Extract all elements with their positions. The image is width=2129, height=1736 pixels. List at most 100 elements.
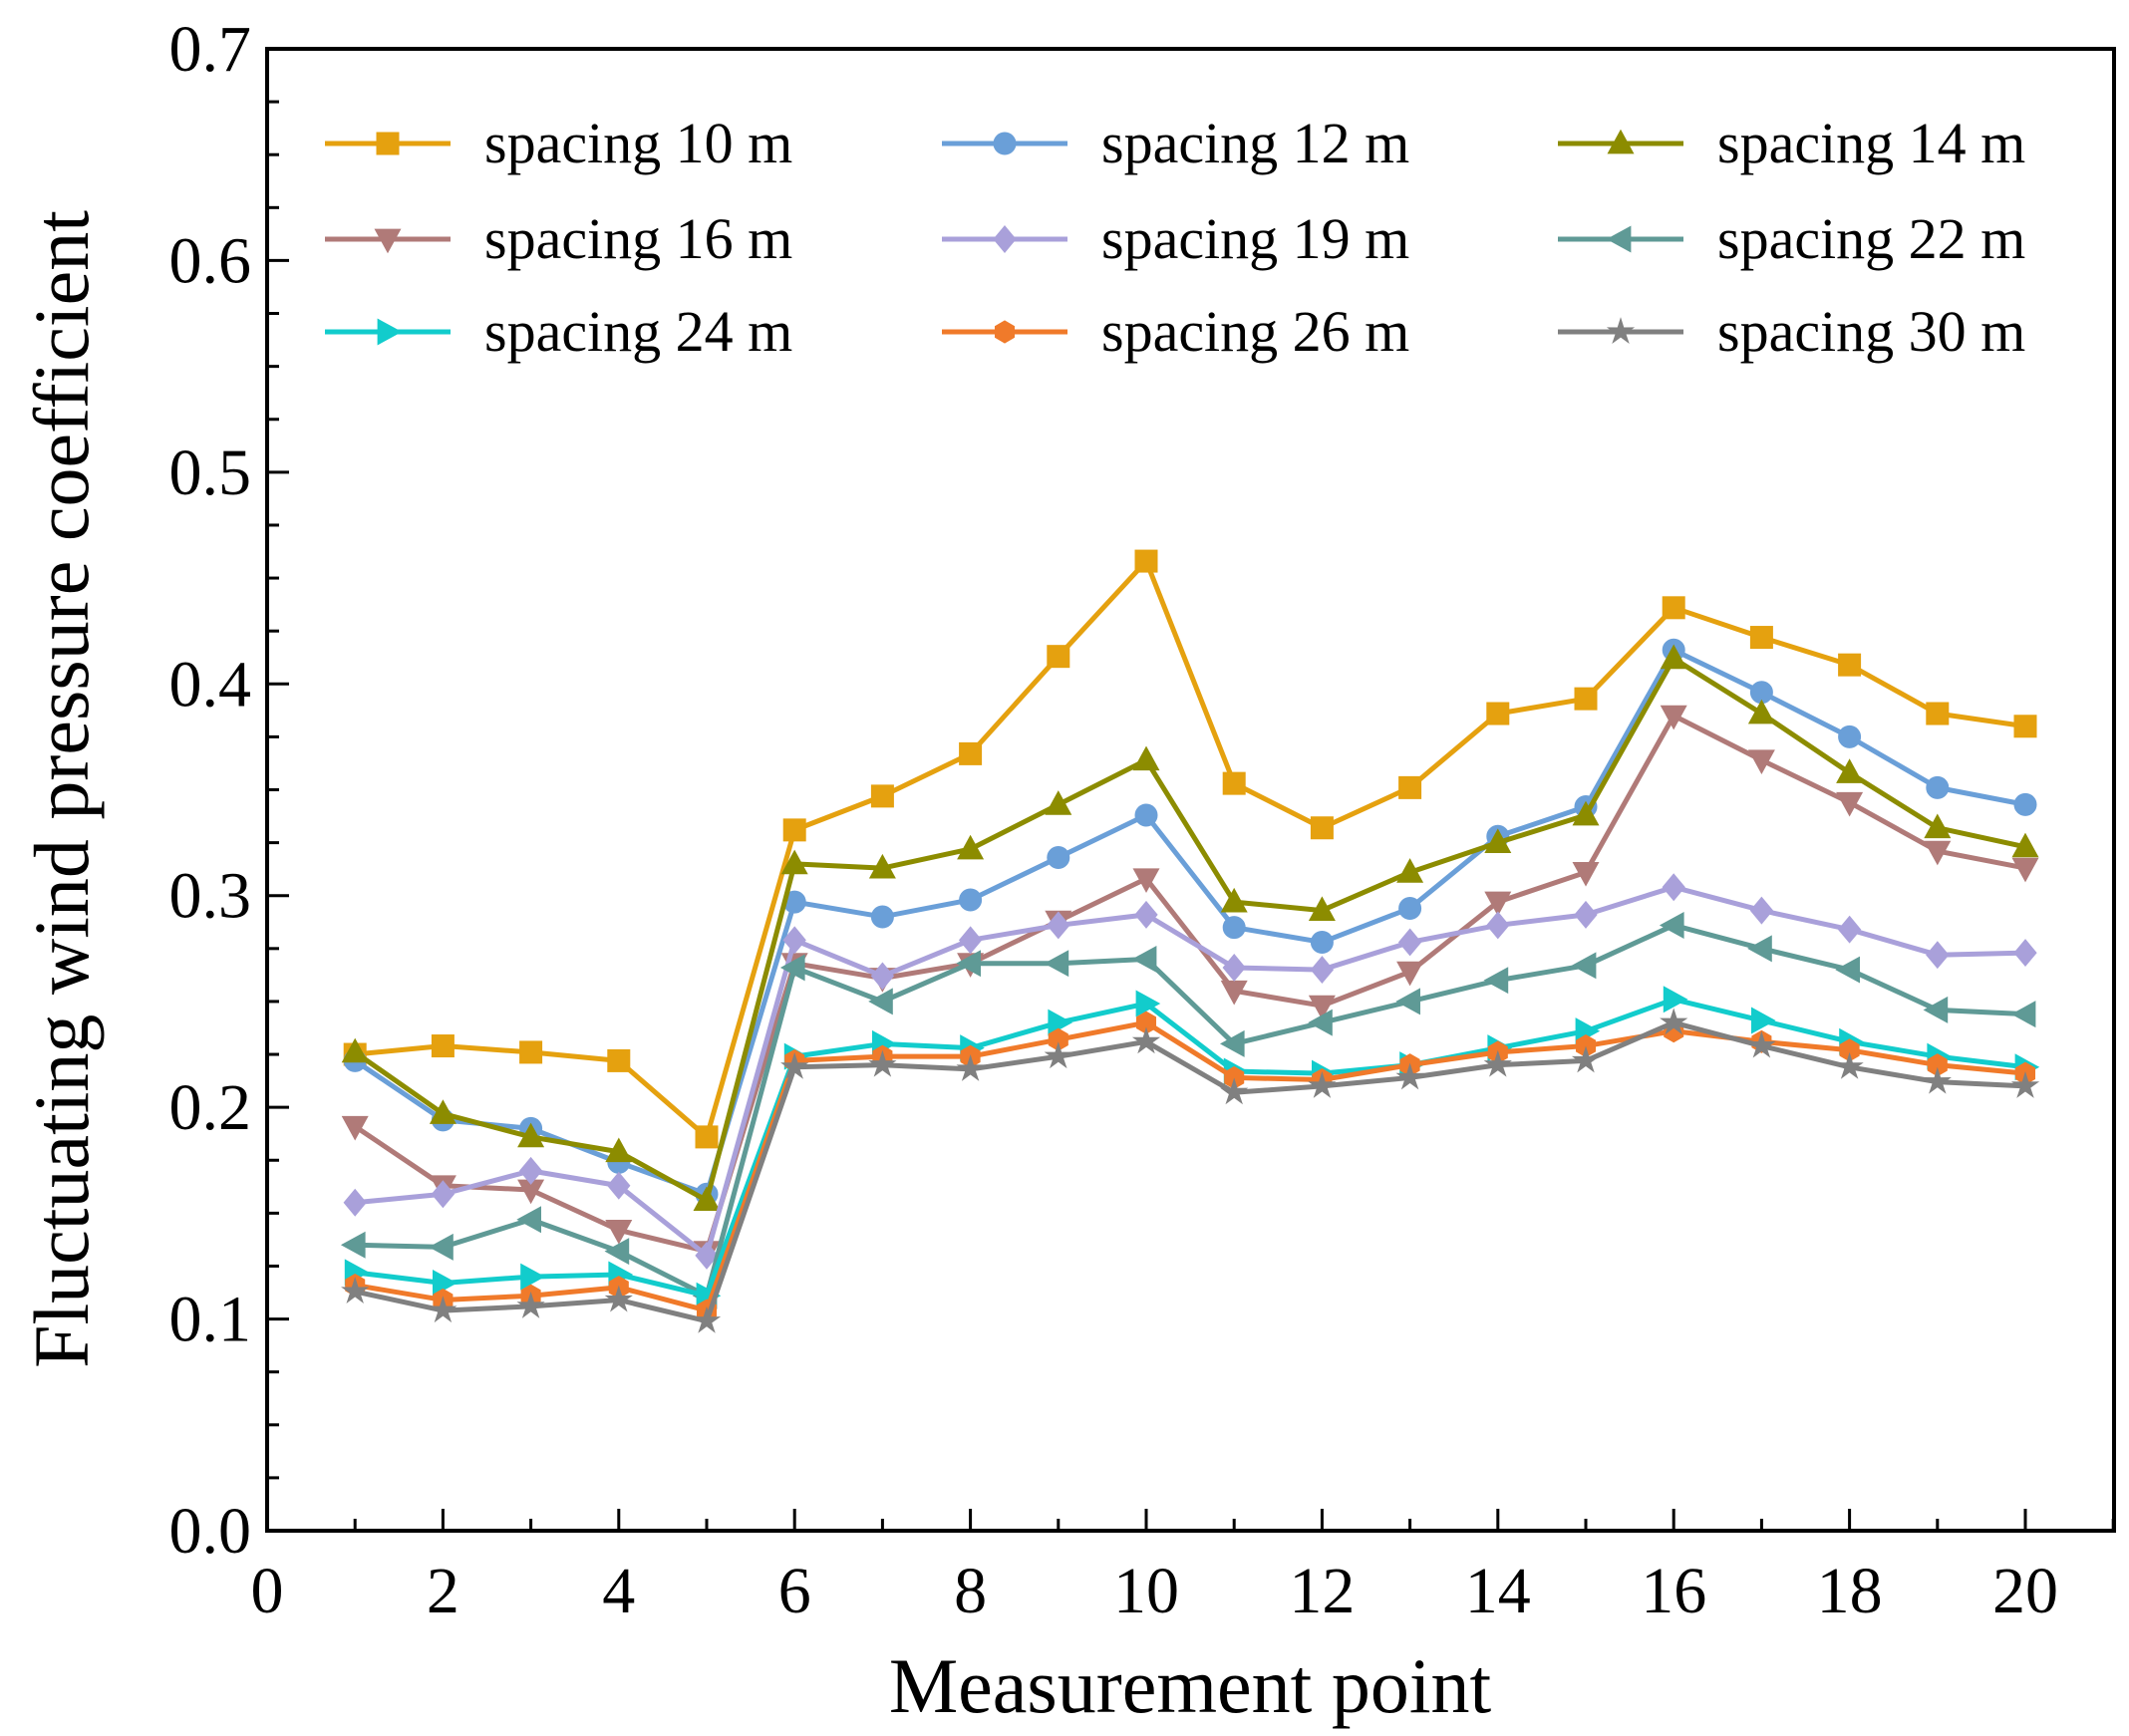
series-line [353,713,2026,1255]
data-point [1132,868,1160,893]
data-point [604,1285,633,1312]
y-tick-label: 0.2 [169,1071,252,1144]
data-point [1923,1066,1952,1094]
data-point [1047,911,1070,940]
data-point [1135,990,1161,1017]
data-point [695,1241,719,1270]
series-line [353,647,2026,1197]
data-point [1572,800,1600,826]
data-point [1924,840,1952,866]
data-point [1837,915,1862,944]
series-spacing-10-m [343,549,2037,1149]
data-point [870,962,895,991]
data-point [517,1122,545,1148]
data-point [1395,1062,1424,1090]
data-point [1572,861,1600,887]
series-spacing-22-m [340,911,2036,1309]
x-tick-label: 12 [1289,1555,1355,1627]
x-tick-label: 0 [251,1555,284,1627]
data-point [2013,792,2037,816]
x-tick-label: 2 [427,1555,459,1627]
data-point [431,1180,456,1209]
data-point [1396,858,1424,883]
series-spacing-12-m [343,638,2037,1206]
y-tick-label: 0.1 [169,1284,252,1356]
data-point [780,849,808,875]
data-point [1926,941,1950,970]
data-point [1222,953,1246,982]
data-point [1308,1071,1337,1098]
data-point [1574,900,1598,929]
x-tick-label: 20 [1992,1555,2058,1627]
legend-marker [1607,129,1635,154]
data-point [1134,900,1158,929]
data-point [1308,1009,1333,1036]
data-point [1219,1029,1245,1057]
data-point [1397,928,1422,957]
x-tick-label: 6 [778,1555,811,1627]
x-tick-label: 8 [954,1555,987,1627]
legend-marker [374,228,402,254]
data-point [518,1156,543,1185]
data-point [692,1305,722,1333]
data-point [1662,873,1685,902]
data-point [1660,1008,1688,1035]
series-spacing-30-m [341,1008,2040,1333]
legend-marker [994,320,1016,344]
x-tick-label: 18 [1817,1555,1883,1627]
data-point [695,1125,719,1149]
series-line [354,997,2026,1299]
data-point [1134,549,1158,573]
data-point [693,1186,721,1212]
data-point [1835,956,1860,984]
x-tick-label: 16 [1641,1555,1706,1627]
axis-ticks: 0 2 4 6 8 10 12 14 16 18 20 0.0 0.1 0.2 0.3 0.4 0.5 0.6 0.… [169,13,2115,1627]
y-axis-label: Fluctuating wind pressure coefficient [18,210,105,1368]
data-point [341,1037,369,1063]
data-point [870,784,894,808]
data-point [956,950,981,978]
data-point [516,1291,545,1318]
data-point [1220,1077,1249,1105]
data-point [782,926,806,955]
y-tick-label: 0.4 [169,648,252,721]
legend-label: spacing 12 m [1101,111,1409,175]
data-point [520,1263,545,1291]
legend-marker [377,318,403,346]
data-point [607,1048,631,1072]
data-point [1131,1026,1161,1054]
data-point [1747,935,1772,963]
data-point [1926,702,1950,725]
data-point [1483,967,1509,995]
data-point [1484,891,1512,917]
data-point [340,1231,366,1259]
y-tick-label: 0.3 [169,860,252,933]
data-point [1486,702,1510,725]
data-point [958,926,983,955]
legend: spacing 10 m spacing 12 m spacing 14 m spac… [325,111,2025,364]
series-line [355,922,2026,1299]
data-point [2013,939,2037,968]
data-point [433,1269,457,1297]
data-point [1836,758,1864,783]
data-point [1398,775,1422,799]
data-point [1660,705,1687,730]
data-point [1047,845,1070,869]
data-point [1308,995,1336,1020]
data-point [1926,775,1950,799]
data-point [516,1206,541,1234]
data-point [2011,857,2039,883]
data-point [605,1137,633,1163]
legend-label: spacing 22 m [1717,206,2025,271]
legend-marker [993,225,1017,253]
data-point [1749,896,1774,925]
series-group [340,549,2040,1333]
y-tick-label: 0.7 [169,13,252,86]
legend-item: spacing 12 m [942,111,1409,175]
x-tick-label: 4 [602,1555,635,1627]
legend-item: spacing 10 m [325,111,792,175]
data-point [1483,1049,1512,1077]
data-point [1398,896,1422,920]
legend-label: spacing 26 m [1101,299,1409,364]
legend-item: spacing 24 m [325,299,792,364]
